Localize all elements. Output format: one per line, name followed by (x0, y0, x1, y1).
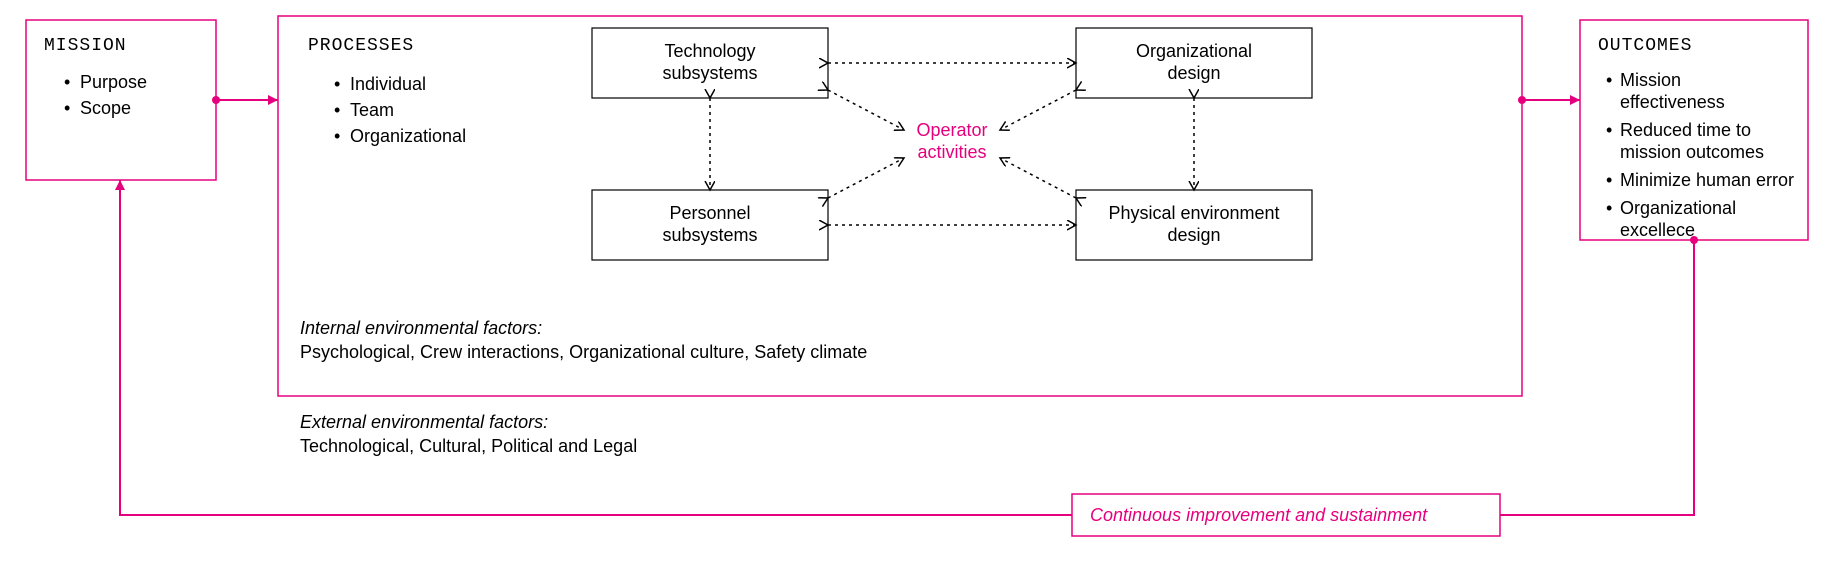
feedback-box: Continuous improvement and sustainment (1072, 494, 1500, 536)
operator-activities-label: Operator (916, 120, 987, 140)
mission-bullet: Scope (80, 98, 131, 118)
svg-text:•: • (334, 100, 340, 120)
svg-text:subsystems: subsystems (662, 225, 757, 245)
outcomes-bullet: Mission (1620, 70, 1681, 90)
svg-text:design: design (1167, 225, 1220, 245)
outcomes-bullet: effectiveness (1620, 92, 1725, 112)
mission-bullet: Purpose (80, 72, 147, 92)
feedback-arrow-right (1500, 240, 1694, 515)
svg-text:•: • (64, 98, 70, 118)
svg-text:activities: activities (917, 142, 986, 162)
mission-box: MISSION • Purpose • Scope (26, 20, 216, 180)
outcomes-title: OUTCOMES (1598, 36, 1692, 56)
processes-bullet: Organizational (350, 126, 466, 146)
node-phys: Physical environmentdesign (1076, 190, 1312, 260)
svg-text:Personnel: Personnel (669, 203, 750, 223)
node-org: Organizationaldesign (1076, 28, 1312, 98)
internal-factors-title: Internal environmental factors: (300, 318, 542, 338)
svg-text:•: • (1606, 198, 1612, 218)
svg-text:•: • (1606, 70, 1612, 90)
outcomes-box: OUTCOMES • Missioneffectiveness • Reduced ti… (1580, 20, 1808, 240)
outcomes-bullet: mission outcomes (1620, 142, 1764, 162)
internal-factors-body: Psychological, Crew interactions, Organi… (300, 342, 867, 362)
svg-text:•: • (334, 74, 340, 94)
svg-text:•: • (1606, 170, 1612, 190)
outcomes-bullet: excellece (1620, 220, 1695, 240)
svg-text:design: design (1167, 63, 1220, 83)
outcomes-bullet: Reduced time to (1620, 120, 1751, 140)
external-factors-title: External environmental factors: (300, 412, 548, 432)
svg-text:•: • (64, 72, 70, 92)
external-factors-body: Technological, Cultural, Political and L… (300, 436, 637, 456)
processes-title: PROCESSES (308, 36, 414, 56)
svg-text:subsystems: subsystems (662, 63, 757, 83)
processes-bullet: Individual (350, 74, 426, 94)
outcomes-bullet: Organizational (1620, 198, 1736, 218)
processes-bullet: Team (350, 100, 394, 120)
svg-text:•: • (334, 126, 340, 146)
processes-box: PROCESSES • Individual • Team • Organizational… (278, 16, 1522, 396)
svg-text:Organizational: Organizational (1136, 41, 1252, 61)
svg-text:Physical environment: Physical environment (1108, 203, 1279, 223)
node-tech: Technologysubsystems (592, 28, 828, 98)
outcomes-bullet: Minimize human error (1620, 170, 1794, 190)
feedback-label: Continuous improvement and sustainment (1090, 505, 1428, 525)
mission-title: MISSION (44, 36, 127, 56)
svg-text:•: • (1606, 120, 1612, 140)
svg-text:Technology: Technology (664, 41, 755, 61)
node-pers: Personnelsubsystems (592, 190, 828, 260)
